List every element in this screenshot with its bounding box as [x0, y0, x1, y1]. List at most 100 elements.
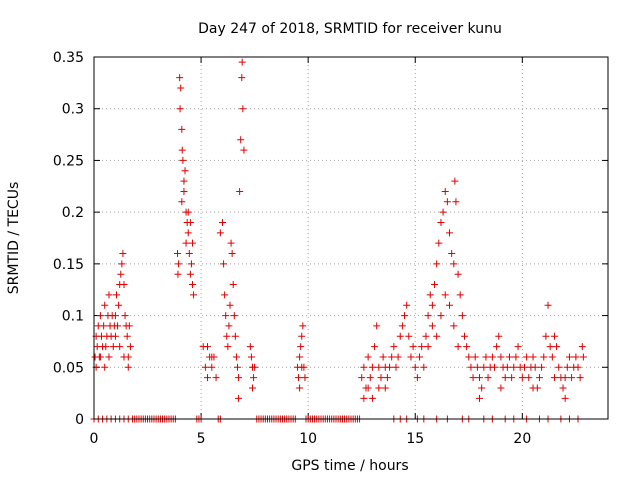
- data-point: [416, 353, 424, 361]
- y-tick-label: 0.2: [62, 205, 84, 221]
- data-point: [538, 363, 546, 371]
- data-point: [576, 374, 584, 382]
- data-point: [375, 384, 383, 392]
- x-tick-label: 15: [406, 431, 424, 447]
- data-point: [295, 374, 303, 382]
- data-point: [223, 332, 231, 340]
- data-point: [189, 281, 197, 289]
- data-point: [458, 312, 466, 320]
- data-point: [109, 343, 117, 351]
- data-point: [388, 353, 396, 361]
- data-point: [230, 312, 238, 320]
- data-point: [381, 384, 389, 392]
- data-point: [561, 374, 569, 382]
- data-point: [484, 374, 492, 382]
- data-point: [525, 374, 533, 382]
- data-point: [426, 291, 434, 299]
- data-point: [178, 198, 186, 206]
- data-point: [120, 353, 128, 361]
- data-point: [482, 353, 490, 361]
- data-point: [296, 353, 304, 361]
- data-point: [227, 239, 235, 247]
- data-point: [111, 312, 119, 320]
- data-point: [190, 291, 198, 299]
- data-point: [100, 322, 108, 330]
- data-point: [456, 291, 464, 299]
- data-point: [180, 177, 188, 185]
- data-point: [450, 260, 458, 268]
- data-point: [228, 250, 236, 258]
- data-point: [184, 208, 192, 216]
- data-point: [101, 301, 109, 309]
- data-point: [375, 363, 383, 371]
- data-point: [520, 363, 528, 371]
- data-point: [226, 301, 234, 309]
- data-point: [112, 291, 120, 299]
- data-point: [518, 374, 526, 382]
- data-point: [189, 239, 197, 247]
- data-point: [443, 198, 451, 206]
- data-point: [490, 363, 498, 371]
- data-point: [446, 301, 454, 309]
- data-point: [514, 343, 522, 351]
- data-point: [360, 363, 368, 371]
- data-point: [175, 260, 183, 268]
- x-tick-label: 0: [90, 431, 99, 447]
- data-point: [550, 332, 558, 340]
- data-point: [181, 167, 189, 175]
- data-point: [383, 374, 391, 382]
- data-point: [433, 260, 441, 268]
- x-tick-label: 20: [513, 431, 531, 447]
- data-point: [424, 312, 432, 320]
- data-point: [368, 394, 376, 402]
- data-point: [250, 374, 258, 382]
- data-point: [105, 291, 113, 299]
- data-point: [435, 239, 443, 247]
- data-point: [476, 374, 483, 382]
- data-point: [379, 353, 387, 361]
- data-point: [392, 363, 400, 371]
- data-point: [431, 281, 439, 289]
- data-point: [364, 384, 372, 392]
- data-point: [373, 322, 381, 330]
- data-point: [420, 363, 428, 371]
- data-point: [184, 229, 192, 237]
- x-tick-label: 10: [299, 431, 317, 447]
- data-point: [220, 260, 228, 268]
- data-point: [216, 229, 224, 237]
- data-point: [246, 343, 254, 351]
- data-point: [478, 384, 486, 392]
- data-point: [572, 353, 580, 361]
- data-point: [510, 363, 518, 371]
- data-point: [512, 353, 520, 361]
- data-point: [463, 343, 471, 351]
- data-point: [461, 332, 469, 340]
- data-point: [358, 374, 366, 382]
- data-point: [403, 301, 411, 309]
- data-point: [413, 374, 421, 382]
- data-point: [480, 363, 488, 371]
- data-point: [398, 322, 406, 330]
- data-point: [578, 343, 586, 351]
- data-point: [176, 105, 184, 113]
- data-point: [535, 374, 543, 382]
- data-point: [471, 353, 479, 361]
- data-point: [248, 384, 256, 392]
- data-point: [390, 343, 398, 351]
- data-point: [238, 58, 246, 66]
- data-point: [179, 156, 187, 164]
- data-point: [247, 353, 255, 361]
- data-point: [299, 322, 307, 330]
- data-point: [574, 363, 582, 371]
- y-tick-label: 0.05: [53, 360, 84, 376]
- data-point: [446, 229, 454, 237]
- data-point: [114, 322, 122, 330]
- data-point: [476, 394, 483, 402]
- y-tick-label: 0.25: [53, 153, 84, 169]
- data-point: [495, 332, 503, 340]
- data-point: [204, 374, 212, 382]
- data-point: [186, 218, 194, 226]
- data-point: [467, 363, 475, 371]
- data-point: [473, 363, 481, 371]
